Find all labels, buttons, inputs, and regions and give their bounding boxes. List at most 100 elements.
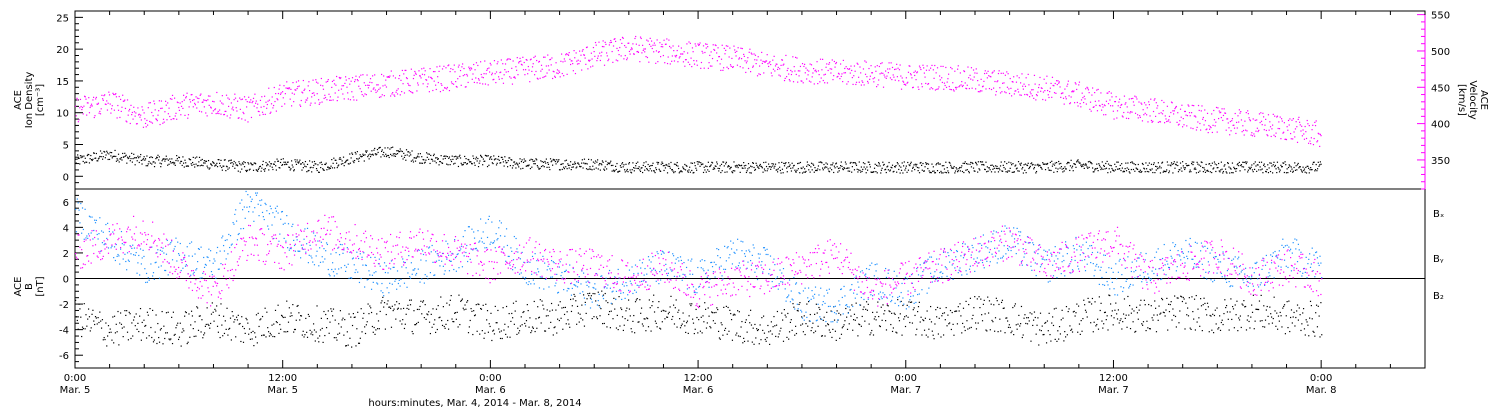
data-point — [265, 336, 267, 338]
data-point — [1009, 167, 1011, 169]
data-point — [622, 166, 624, 168]
data-point — [647, 317, 649, 320]
data-point — [590, 295, 592, 297]
data-point — [957, 170, 959, 172]
data-point — [321, 163, 323, 166]
data-point — [1148, 101, 1150, 103]
data-point — [914, 74, 916, 77]
data-point — [161, 107, 163, 109]
data-point — [208, 324, 210, 327]
data-point — [365, 324, 367, 326]
data-point — [857, 335, 859, 337]
data-point — [797, 81, 799, 83]
data-point — [570, 168, 572, 171]
data-point — [1032, 163, 1034, 166]
data-point — [784, 314, 786, 316]
data-point — [831, 164, 833, 166]
data-point — [846, 83, 848, 85]
data-point — [855, 302, 857, 304]
data-point — [779, 68, 781, 70]
data-point — [231, 161, 233, 164]
data-point — [539, 167, 541, 169]
data-point — [1179, 108, 1182, 110]
data-point — [84, 95, 86, 97]
data-point — [635, 165, 637, 167]
data-point — [113, 93, 115, 96]
data-point — [224, 110, 226, 113]
top-left-tick-label: 5 — [63, 141, 69, 152]
data-point — [820, 77, 822, 79]
data-point — [798, 75, 800, 77]
data-point — [669, 165, 671, 168]
data-point — [266, 165, 268, 167]
data-point — [1119, 106, 1121, 109]
data-point — [949, 162, 951, 164]
data-point — [430, 313, 432, 315]
data-point — [505, 71, 507, 73]
data-point — [877, 84, 879, 86]
data-point — [934, 172, 937, 174]
data-point — [954, 310, 956, 313]
data-point — [480, 73, 482, 76]
data-point — [430, 158, 433, 160]
data-point — [642, 164, 644, 167]
data-point — [529, 59, 532, 61]
data-point — [354, 316, 356, 318]
data-point — [936, 67, 939, 69]
data-point — [1301, 171, 1303, 173]
data-point — [241, 118, 243, 120]
data-point — [229, 159, 231, 162]
data-point — [94, 115, 96, 117]
data-point — [364, 332, 367, 335]
data-point — [972, 314, 974, 316]
data-point — [513, 161, 515, 163]
data-point — [311, 171, 313, 173]
data-point — [302, 92, 304, 94]
data-point — [541, 68, 543, 70]
data-point — [192, 156, 194, 159]
data-point — [444, 87, 446, 89]
data-point — [374, 74, 376, 76]
data-point — [917, 311, 919, 313]
data-point — [857, 171, 859, 173]
data-point — [1108, 168, 1110, 170]
data-point — [678, 45, 680, 47]
data-point — [341, 319, 343, 321]
data-point — [693, 332, 695, 335]
data-point — [464, 155, 466, 158]
data-point — [142, 332, 144, 334]
data-point — [1312, 161, 1315, 164]
data-point — [379, 146, 381, 149]
data-point — [151, 111, 153, 114]
data-point — [187, 341, 189, 343]
data-point — [716, 163, 718, 165]
data-point — [522, 311, 524, 314]
data-point — [615, 59, 617, 61]
data-point — [460, 299, 463, 301]
data-point — [196, 306, 198, 308]
data-point — [848, 323, 850, 325]
data-point — [1043, 78, 1045, 80]
data-point — [702, 52, 704, 54]
data-point — [443, 65, 445, 67]
data-point — [256, 107, 258, 109]
data-point — [441, 162, 444, 164]
data-point — [536, 165, 538, 167]
data-point — [627, 171, 629, 173]
data-point — [993, 304, 995, 306]
data-point — [632, 43, 634, 45]
data-point — [76, 158, 78, 160]
data-point — [536, 59, 538, 62]
data-point — [1053, 85, 1055, 87]
data-point — [765, 161, 767, 163]
data-point — [871, 171, 874, 173]
data-point — [1004, 74, 1006, 76]
data-point — [283, 331, 285, 333]
data-point — [563, 166, 565, 168]
data-point — [1211, 162, 1213, 164]
data-point — [618, 170, 620, 172]
data-point — [707, 67, 709, 69]
data-point — [872, 171, 874, 173]
data-point — [418, 156, 420, 158]
data-point — [1263, 129, 1265, 131]
